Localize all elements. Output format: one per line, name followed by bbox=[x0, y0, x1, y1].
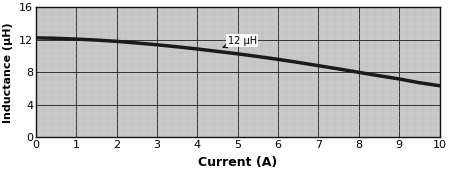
X-axis label: Current (A): Current (A) bbox=[198, 155, 277, 169]
Y-axis label: Inductance (μH): Inductance (μH) bbox=[4, 22, 13, 123]
Text: 12 μH: 12 μH bbox=[223, 36, 257, 48]
